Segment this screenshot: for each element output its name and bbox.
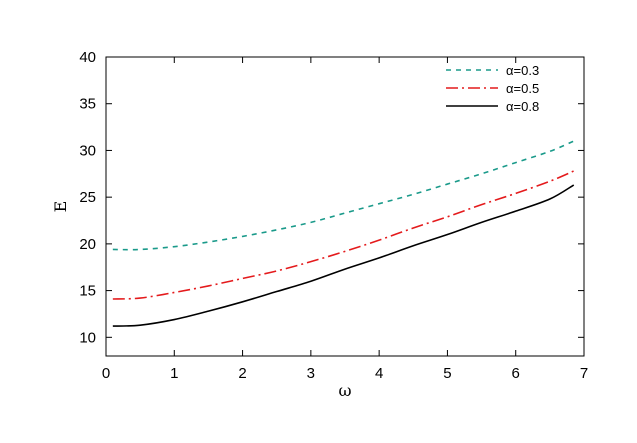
plot-area-frame	[105, 56, 585, 357]
x-tick-label: 6	[512, 365, 520, 382]
y-tick-label: 10	[79, 329, 96, 346]
legend: α=0.3 α=0.5 α=0.8	[446, 63, 539, 114]
series-line-2	[112, 170, 575, 300]
y-tick-label: 20	[79, 236, 96, 253]
y-tick-label: 30	[79, 142, 96, 159]
y-tick-label: 35	[79, 96, 96, 113]
x-axis-label: ω	[338, 381, 351, 400]
legend-label-3: α=0.8	[506, 99, 539, 114]
x-tick-label: 3	[307, 365, 315, 382]
x-tick-label: 7	[580, 365, 588, 382]
x-tick-label: 2	[238, 365, 246, 382]
series-line-1	[112, 140, 575, 251]
y-tick-label: 15	[79, 283, 96, 300]
x-tick-label: 5	[443, 365, 451, 382]
legend-label-2: α=0.5	[506, 81, 539, 96]
y-axis-label: E	[51, 201, 70, 213]
y-tick-label: 40	[79, 49, 96, 66]
x-tick-label: 0	[102, 365, 110, 382]
legend-label-1: α=0.3	[506, 63, 539, 78]
x-tick-label: 1	[170, 365, 178, 382]
series-line-3	[112, 184, 575, 327]
x-tick-label: 4	[375, 365, 383, 382]
y-tick-label: 25	[79, 189, 96, 206]
